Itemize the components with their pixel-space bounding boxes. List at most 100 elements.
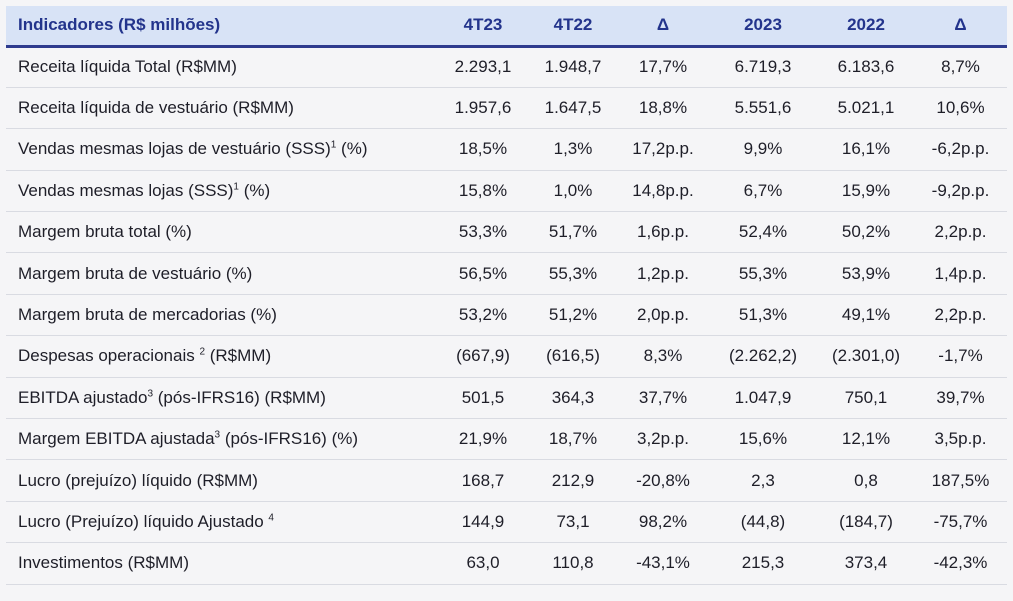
- value-4t22: 18,7%: [528, 418, 618, 461]
- value-2023: 52,4%: [708, 211, 818, 254]
- row-label: Lucro (Prejuízo) líquido Ajustado 4: [6, 501, 438, 544]
- row-label: Vendas mesmas lojas de vestuário (SSS)1 …: [6, 128, 438, 171]
- value-4t23: 15,8%: [438, 170, 528, 213]
- value-4t22: 1.948,7: [528, 46, 618, 88]
- table-row: Despesas operacionais 2 (R$MM) (667,9) (61…: [6, 335, 1007, 378]
- row-label: Margem EBITDA ajustada3 (pós-IFRS16) (%): [6, 418, 438, 461]
- value-delta-year: -75,7%: [914, 501, 1007, 544]
- row-label-text: Receita líquida de vestuário (R$MM): [18, 98, 294, 118]
- value-2023: 2,3: [708, 459, 818, 502]
- value-2023: (2.262,2): [708, 335, 818, 378]
- value-delta-quarter: 17,2p.p.: [618, 128, 708, 171]
- header-2022: 2022: [818, 6, 914, 48]
- row-label: Margem bruta de mercadorias (%): [6, 294, 438, 337]
- value-delta-year: -42,3%: [914, 542, 1007, 585]
- value-delta-quarter: 98,2%: [618, 501, 708, 544]
- value-delta-quarter: 1,6p.p.: [618, 211, 708, 254]
- value-4t23: 1.957,6: [438, 87, 528, 130]
- value-4t23: 63,0: [438, 542, 528, 585]
- row-label: Margem bruta total (%): [6, 211, 438, 254]
- footnote-marker: 4: [268, 512, 274, 524]
- value-delta-year: -1,7%: [914, 335, 1007, 378]
- header-delta-quarter: Δ: [618, 6, 708, 48]
- table-row: Vendas mesmas lojas de vestuário (SSS)1 …: [6, 128, 1007, 171]
- row-label-text: Lucro (Prejuízo) líquido Ajustado: [18, 511, 269, 531]
- value-4t22: 51,7%: [528, 211, 618, 254]
- value-2022: (184,7): [818, 501, 914, 544]
- value-2022: 53,9%: [818, 252, 914, 295]
- value-delta-year: 39,7%: [914, 377, 1007, 420]
- value-delta-year: 187,5%: [914, 459, 1007, 502]
- value-4t23: 56,5%: [438, 252, 528, 295]
- value-2023: 6,7%: [708, 170, 818, 213]
- table-row: Margem bruta total (%) 53,3% 51,7% 1,6p.p. 5…: [6, 211, 1007, 254]
- row-label-text: Investimentos (R$MM): [18, 553, 189, 573]
- table-row: Receita líquida de vestuário (R$MM) 1.957…: [6, 87, 1007, 130]
- value-2023: 15,6%: [708, 418, 818, 461]
- indicators-table-container: Indicadores (R$ milhões) 4T23 4T22 Δ 202…: [6, 6, 1007, 585]
- value-4t23: 21,9%: [438, 418, 528, 461]
- header-4t22: 4T22: [528, 6, 618, 48]
- row-label: Margem bruta de vestuário (%): [6, 252, 438, 295]
- footnote-marker: 1: [233, 181, 239, 193]
- row-label: Despesas operacionais 2 (R$MM): [6, 335, 438, 378]
- row-label-text: Despesas operacionais: [18, 346, 200, 366]
- table-body: Receita líquida Total (R$MM) 2.293,1 1.948…: [6, 46, 1007, 585]
- value-delta-quarter: -43,1%: [618, 542, 708, 585]
- value-2023: 6.719,3: [708, 46, 818, 88]
- value-4t23: 144,9: [438, 501, 528, 544]
- table-row: Margem bruta de mercadorias (%) 53,2% 51,2…: [6, 294, 1007, 337]
- value-delta-year: -6,2p.p.: [914, 128, 1007, 171]
- footnote-marker: 1: [330, 139, 337, 151]
- value-delta-quarter: 8,3%: [618, 335, 708, 378]
- value-4t22: 73,1: [528, 501, 618, 544]
- row-label-text: Margem bruta total (%): [18, 222, 192, 242]
- row-label-suffix: (%): [238, 180, 271, 200]
- footnote-marker: 3: [214, 429, 221, 441]
- value-2023: (44,8): [708, 501, 818, 544]
- value-4t22: 51,2%: [528, 294, 618, 337]
- value-2023: 55,3%: [708, 252, 818, 295]
- table-row: Margem bruta de vestuário (%) 56,5% 55,3% 1…: [6, 252, 1007, 295]
- row-label: EBITDA ajustado3 (pós-IFRS16) (R$MM): [6, 377, 438, 420]
- indicators-table: Indicadores (R$ milhões) 4T23 4T22 Δ 202…: [6, 6, 1007, 585]
- value-4t22: 212,9: [528, 459, 618, 502]
- table-header-row: Indicadores (R$ milhões) 4T23 4T22 Δ 202…: [6, 6, 1007, 48]
- value-4t23: 53,2%: [438, 294, 528, 337]
- value-2023: 1.047,9: [708, 377, 818, 420]
- table-row: Lucro (prejuízo) líquido (R$MM) 168,7 212,…: [6, 459, 1007, 502]
- row-label-suffix: (pós-IFRS16) (R$MM): [153, 387, 326, 407]
- value-delta-year: 10,6%: [914, 87, 1007, 130]
- row-label: Receita líquida Total (R$MM): [6, 46, 438, 88]
- table-row: Lucro (Prejuízo) líquido Ajustado 4 144,9…: [6, 501, 1007, 544]
- value-4t22: 110,8: [528, 542, 618, 585]
- value-4t22: 55,3%: [528, 252, 618, 295]
- value-delta-year: -9,2p.p.: [914, 170, 1007, 213]
- header-4t23: 4T23: [438, 6, 528, 48]
- value-2023: 215,3: [708, 542, 818, 585]
- value-2022: 0,8: [818, 459, 914, 502]
- value-delta-quarter: 37,7%: [618, 377, 708, 420]
- value-2022: 15,9%: [818, 170, 914, 213]
- table-row: Investimentos (R$MM) 63,0 110,8 -43,1% 215,3…: [6, 542, 1007, 585]
- value-2023: 5.551,6: [708, 87, 818, 130]
- value-2022: 373,4: [818, 542, 914, 585]
- value-delta-year: 3,5p.p.: [914, 418, 1007, 461]
- value-2022: 6.183,6: [818, 46, 914, 88]
- header-delta-year: Δ: [914, 6, 1007, 48]
- header-2023: 2023: [708, 6, 818, 48]
- value-4t23: 2.293,1: [438, 46, 528, 88]
- value-4t23: 53,3%: [438, 211, 528, 254]
- footnote-marker: 2: [199, 346, 206, 358]
- value-delta-year: 2,2p.p.: [914, 211, 1007, 254]
- value-delta-year: 1,4p.p.: [914, 252, 1007, 295]
- value-2022: 50,2%: [818, 211, 914, 254]
- value-delta-quarter: 17,7%: [618, 46, 708, 88]
- value-4t22: (616,5): [528, 335, 618, 378]
- row-label: Vendas mesmas lojas (SSS)1 (%): [6, 170, 438, 213]
- value-2022: 16,1%: [818, 128, 914, 171]
- row-label: Lucro (prejuízo) líquido (R$MM): [6, 459, 438, 502]
- row-label-text: Margem EBITDA ajustada: [18, 429, 215, 449]
- row-label: Investimentos (R$MM): [6, 542, 438, 585]
- table-row: Vendas mesmas lojas (SSS)1 (%) 15,8% 1,0% 1…: [6, 170, 1007, 213]
